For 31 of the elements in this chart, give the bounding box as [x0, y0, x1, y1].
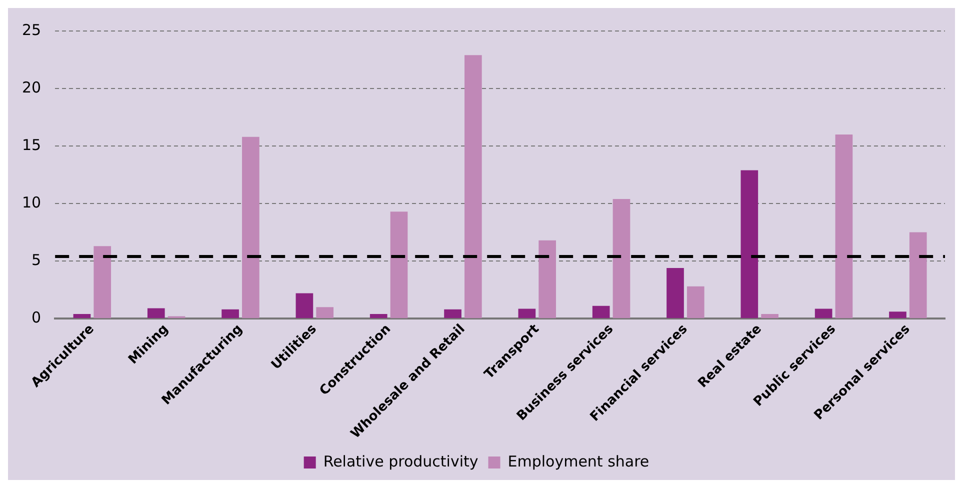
bar: [147, 308, 165, 318]
bar: [94, 246, 112, 318]
bar: [909, 232, 927, 318]
y-tick-label: 20: [22, 78, 42, 96]
bar: [444, 309, 462, 318]
bar: [296, 293, 314, 318]
y-tick-label: 25: [22, 20, 42, 39]
bar: [889, 312, 906, 318]
bar: [316, 307, 334, 318]
bar: [518, 308, 536, 318]
bar: [73, 314, 91, 318]
bar: [592, 306, 610, 318]
y-tick-label: 5: [32, 250, 42, 269]
bar: [242, 136, 260, 318]
legend-label: Employment share: [508, 452, 650, 470]
y-tick-label: 15: [22, 136, 42, 154]
bar: [222, 309, 239, 318]
bar: [814, 308, 832, 318]
bar: [464, 55, 482, 318]
bar: [835, 134, 853, 318]
y-tick-label: 0: [32, 308, 42, 326]
bar: [538, 240, 556, 318]
bar: [761, 314, 778, 318]
bar: [390, 212, 408, 318]
bar: [370, 314, 388, 318]
bar: [666, 268, 684, 318]
bar: [740, 170, 758, 318]
bar: [612, 198, 630, 318]
y-tick-label: 10: [22, 193, 42, 212]
legend-label: Relative productivity: [323, 452, 478, 470]
bar: [686, 286, 704, 318]
